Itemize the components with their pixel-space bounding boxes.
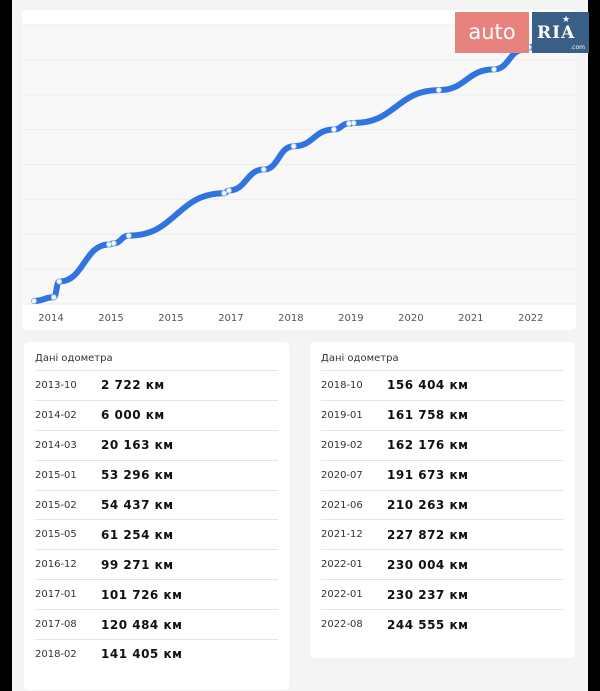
page: 2014 2015 2015 2017 2018 2019 2020 2021 2022 aut…: [12, 0, 589, 691]
table-row: 2019-01 161 758 км: [321, 399, 564, 430]
table-row: 2015-01 53 296 км: [35, 459, 278, 490]
table-row: 2014-02 6 000 км: [35, 399, 278, 430]
x-tick-label: 2022: [518, 313, 543, 324]
table-row: 2021-06 210 263 км: [321, 489, 564, 520]
row-date: 2019-02: [321, 439, 363, 451]
table-row: 2016-12 99 271 км: [35, 549, 278, 579]
table-row: 2018-02 141 405 км: [35, 639, 278, 669]
data-point: [350, 120, 357, 127]
row-mileage: 161 758 км: [387, 408, 469, 423]
data-point: [330, 126, 337, 133]
table-row: 2021-12 227 872 км: [321, 519, 564, 549]
row-date: 2018-10: [321, 379, 363, 391]
x-tick-label: 2018: [278, 313, 303, 324]
table-row: 2020-07 191 673 км: [321, 459, 564, 490]
row-mileage: 191 673 км: [387, 468, 469, 483]
row-mileage: 162 176 км: [387, 438, 469, 453]
row-date: 2022-01: [321, 589, 363, 601]
logo-auto-text: auto: [455, 12, 529, 53]
table-row: 2019-02 162 176 км: [321, 429, 564, 460]
row-date: 2014-03: [35, 439, 77, 451]
table-row: 2013-10 2 722 км: [35, 370, 278, 400]
row-date: 2017-08: [35, 619, 77, 631]
x-tick-label: 2017: [218, 313, 243, 324]
autoria-logo[interactable]: auto ★ RIA .com: [455, 12, 589, 53]
x-tick-label: 2020: [398, 313, 423, 324]
logo-ria-text: RIA: [537, 23, 576, 43]
star-icon: ★: [562, 15, 571, 25]
row-mileage: 120 484 км: [101, 617, 183, 632]
logo-domain-text: .com: [570, 44, 585, 51]
row-mileage: 61 254 км: [101, 527, 174, 542]
data-point: [50, 294, 57, 301]
row-date: 2016-12: [35, 559, 77, 571]
data-point: [110, 240, 117, 247]
data-point: [290, 143, 297, 150]
row-mileage: 141 405 км: [101, 647, 183, 662]
table-row: 2015-02 54 437 км: [35, 489, 278, 520]
table-title: Дані одометра: [321, 353, 399, 364]
row-date: 2019-01: [321, 409, 363, 421]
row-mileage: 244 555 км: [387, 617, 469, 632]
row-mileage: 210 263 км: [387, 498, 469, 512]
data-point: [435, 87, 442, 94]
row-date: 2015-05: [35, 529, 77, 541]
row-mileage: 230 004 км: [387, 557, 469, 572]
row-date: 2022-01: [321, 559, 363, 571]
row-mileage: 53 296 км: [101, 468, 174, 483]
x-tick-label: 2019: [338, 313, 363, 324]
x-tick-label: 2015: [158, 313, 183, 324]
table-row: 2022-01 230 004 км: [321, 549, 564, 579]
data-point: [30, 297, 37, 304]
table-row: 2018-10 156 404 км: [321, 370, 564, 400]
data-point: [225, 187, 232, 194]
table-row: 2014-03 20 163 км: [35, 429, 278, 460]
row-mileage: 156 404 км: [387, 378, 469, 393]
logo-ria-block: ★ RIA .com: [532, 12, 589, 53]
row-mileage: 2 722 км: [101, 378, 165, 393]
table-row: 2017-08 120 484 км: [35, 609, 278, 639]
data-point: [125, 232, 132, 239]
row-mileage: 54 437 км: [101, 498, 174, 512]
odometer-chart: 2014 2015 2015 2017 2018 2019 2020 2021 2022: [22, 10, 576, 330]
data-point: [491, 66, 498, 73]
x-tick-label: 2015: [98, 313, 123, 324]
row-mileage: 6 000 км: [101, 408, 165, 423]
odometer-chart-svg: 2014 2015 2015 2017 2018 2019 2020 2021 2022: [22, 24, 576, 324]
data-point: [56, 278, 63, 285]
row-date: 2021-12: [321, 529, 363, 541]
row-mileage: 230 237 км: [387, 587, 469, 602]
data-point: [260, 166, 267, 173]
table-row: 2022-01 230 237 км: [321, 579, 564, 609]
row-date: 2013-10: [35, 379, 77, 391]
row-date: 2018-02: [35, 648, 77, 660]
data-point: [221, 190, 228, 197]
table-row: 2022-08 244 555 км: [321, 609, 564, 639]
odometer-table-left: Дані одометра 2013-10 2 722 км 2014-02 6 0…: [24, 342, 289, 690]
table-title: Дані одометра: [35, 353, 113, 364]
row-mileage: 20 163 км: [101, 438, 174, 453]
x-tick-label: 2021: [458, 313, 483, 324]
odometer-table-right: Дані одометра 2018-10 156 404 км 2019-01 1…: [310, 342, 575, 658]
data-point: [105, 241, 112, 248]
row-mileage: 101 726 км: [101, 587, 183, 602]
row-date: 2022-08: [321, 619, 363, 631]
row-date: 2015-01: [35, 469, 77, 481]
table-row: 2017-01 101 726 км: [35, 579, 278, 609]
row-date: 2021-06: [321, 499, 363, 511]
row-date: 2017-01: [35, 589, 77, 601]
row-mileage: 99 271 км: [101, 557, 174, 572]
row-date: 2015-02: [35, 499, 77, 511]
x-tick-label: 2014: [38, 313, 63, 324]
table-row: 2015-05 61 254 км: [35, 519, 278, 549]
row-date: 2020-07: [321, 469, 363, 481]
row-date: 2014-02: [35, 409, 77, 421]
data-point: [345, 120, 352, 127]
row-mileage: 227 872 км: [387, 527, 469, 542]
